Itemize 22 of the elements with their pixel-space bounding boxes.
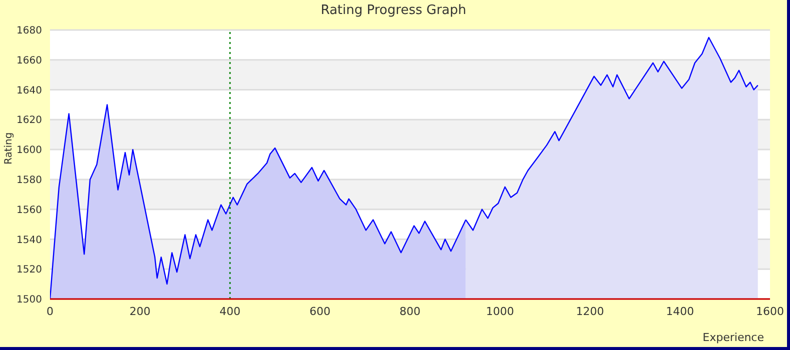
x-axis-title: Experience: [702, 331, 764, 344]
x-tick-label: 1000: [486, 304, 514, 318]
y-tick-label: 1600: [16, 145, 42, 156]
x-tick-label: 1600: [756, 304, 784, 318]
y-tick-label: 1640: [16, 85, 42, 96]
y-tick-label: 1680: [16, 26, 42, 37]
y-tick-label: 1500: [16, 294, 42, 306]
x-tick-label: 0: [46, 304, 54, 318]
y-tick-label: 1620: [16, 115, 42, 126]
x-tick-label: 400: [220, 304, 240, 318]
x-tick-label: 600: [310, 304, 330, 318]
y-tick-label: 1540: [16, 234, 42, 246]
y-tick-label: 1660: [16, 55, 42, 66]
x-tick-label: 800: [400, 304, 420, 318]
chart-title: Rating Progress Graph: [320, 3, 468, 18]
x-tick-label: 200: [130, 304, 150, 318]
y-tick-label: 1560: [16, 204, 42, 216]
y-axis-title: Rating: [4, 132, 15, 164]
x-tick-label: 1200: [576, 304, 604, 318]
y-tick-label: 1580: [16, 174, 42, 186]
x-tick-label: 1400: [666, 304, 694, 318]
y-tick-label: 1520: [16, 264, 42, 276]
